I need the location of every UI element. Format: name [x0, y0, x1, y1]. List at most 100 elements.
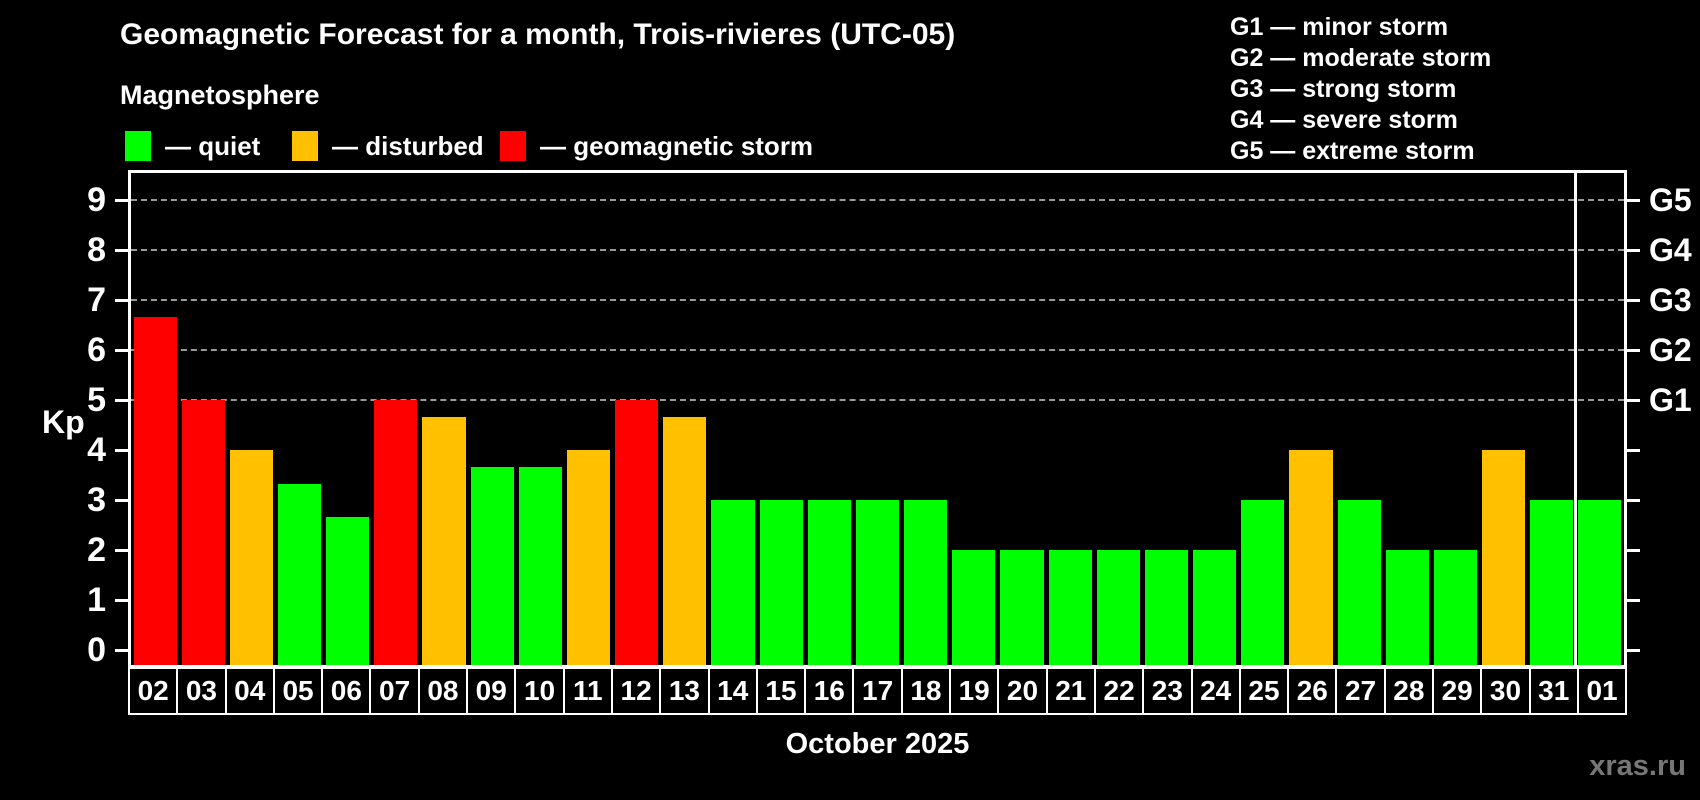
watermark: xras.ru	[1589, 750, 1686, 782]
bar-day-23[interactable]	[1144, 550, 1189, 665]
gridline-kp5	[131, 399, 1624, 401]
bar-day-18[interactable]	[904, 500, 948, 665]
day-label-05: 05	[272, 667, 324, 715]
gridline-kp7	[131, 299, 1624, 301]
g1-legend-line: G1 — minor storm	[1230, 13, 1449, 41]
bar-day-07[interactable]	[374, 400, 418, 665]
bar-day-03[interactable]	[181, 400, 225, 665]
legend-item-quiet: — quiet	[125, 130, 260, 162]
bar-day-09[interactable]	[470, 466, 514, 665]
legend-label-storm: — geomagnetic storm	[540, 130, 814, 161]
plot-frame	[128, 170, 1627, 668]
day-label-08: 08	[417, 667, 469, 715]
legend-label-disturbed: — disturbed	[332, 130, 484, 161]
right-axis-label-g5: G5	[1649, 182, 1692, 218]
y-axis-tick-left-3	[115, 499, 128, 502]
bar-day-01[interactable]	[1578, 500, 1622, 665]
y-axis-tick-left-0	[115, 649, 128, 652]
month-separator-line	[1574, 173, 1578, 665]
bar-day-10[interactable]	[518, 466, 562, 665]
y-axis-tick-left-1	[115, 599, 128, 602]
day-label-07: 07	[369, 667, 420, 715]
bar-day-08[interactable]	[422, 416, 466, 665]
bar-day-31[interactable]	[1530, 500, 1574, 665]
plot-area	[131, 173, 1624, 665]
day-label-24: 24	[1190, 667, 1241, 715]
day-label-12: 12	[610, 667, 662, 715]
day-label-26: 26	[1287, 667, 1338, 715]
y-axis-tick-right-6	[1627, 349, 1640, 352]
y-axis-tick-left-6	[115, 349, 128, 352]
bar-day-17[interactable]	[855, 500, 900, 665]
y-axis-label-0: 0	[87, 631, 106, 669]
y-axis-label-8: 8	[87, 231, 106, 269]
legend-item-disturbed: — disturbed	[292, 130, 484, 162]
bar-day-15[interactable]	[759, 500, 803, 665]
bar-day-16[interactable]	[807, 500, 851, 665]
g2-legend-line: G2 — moderate storm	[1230, 44, 1492, 72]
chart-title: Geomagnetic Forecast for a month, Trois-…	[120, 18, 956, 51]
bar-day-02[interactable]	[133, 316, 177, 665]
right-axis-label-g4: G4	[1649, 232, 1692, 268]
day-label-10: 10	[514, 667, 565, 715]
day-label-20: 20	[997, 667, 1048, 715]
day-label-13: 13	[659, 667, 710, 715]
day-label-22: 22	[1093, 667, 1145, 715]
y-axis-title: Kp	[42, 404, 85, 440]
bar-day-25[interactable]	[1241, 500, 1285, 665]
disturbed-color-swatch	[292, 131, 318, 161]
bar-day-19[interactable]	[952, 550, 996, 665]
y-axis-tick-right-2	[1627, 549, 1640, 552]
day-label-21: 21	[1045, 667, 1096, 715]
bar-day-14[interactable]	[711, 500, 755, 665]
day-label-18: 18	[900, 667, 952, 715]
bar-day-21[interactable]	[1048, 550, 1092, 665]
day-label-19: 19	[949, 667, 1000, 715]
y-axis-label-2: 2	[87, 531, 106, 569]
bar-day-24[interactable]	[1193, 550, 1237, 665]
y-axis-label-7: 7	[87, 281, 106, 319]
y-axis-label-9: 9	[87, 181, 106, 219]
bar-day-26[interactable]	[1289, 450, 1333, 665]
gridline-kp9	[131, 199, 1624, 201]
y-axis-tick-left-5	[115, 399, 128, 402]
legend-label-quiet: — quiet	[165, 130, 261, 161]
bar-day-27[interactable]	[1337, 500, 1381, 665]
y-axis-tick-right-9	[1627, 199, 1640, 202]
x-axis-day-labels: 02 03 04 05 06 07 08 09 10 11 12 13 14 15 16 17 18 19 20 21…	[128, 667, 1628, 715]
bar-day-12[interactable]	[615, 400, 659, 665]
y-axis-tick-left-9	[115, 199, 128, 202]
bar-day-29[interactable]	[1433, 550, 1477, 665]
bar-day-04[interactable]	[229, 450, 273, 665]
day-label-04: 04	[224, 667, 275, 715]
legend-item-storm: — geomagnetic storm	[500, 130, 813, 162]
y-axis-tick-left-4	[115, 449, 128, 452]
bar-day-11[interactable]	[566, 450, 611, 665]
day-label-23: 23	[1142, 667, 1193, 715]
y-axis-tick-left-2	[115, 549, 128, 552]
bar-day-06[interactable]	[326, 516, 370, 665]
y-axis-tick-right-8	[1627, 249, 1640, 252]
bar-day-20[interactable]	[1000, 550, 1044, 665]
bar-day-05[interactable]	[277, 483, 322, 665]
right-axis-label-g3: G3	[1649, 282, 1692, 318]
storm-color-swatch	[500, 131, 526, 161]
quiet-color-swatch	[125, 131, 151, 161]
bar-day-13[interactable]	[663, 416, 707, 665]
day-label-06: 06	[321, 667, 372, 715]
right-axis-label-g2: G2	[1649, 332, 1692, 368]
bar-day-22[interactable]	[1096, 550, 1140, 665]
day-label-01: 01	[1576, 667, 1628, 715]
y-axis-tick-right-5	[1627, 399, 1640, 402]
gridline-kp6	[131, 349, 1624, 351]
day-label-27: 27	[1335, 667, 1386, 715]
day-label-11: 11	[562, 667, 613, 715]
bar-day-30[interactable]	[1482, 450, 1526, 665]
y-axis-tick-right-1	[1627, 599, 1640, 602]
x-axis-title: October 2025	[785, 728, 970, 760]
g4-legend-line: G4 — severe storm	[1230, 106, 1458, 134]
bar-day-28[interactable]	[1385, 550, 1429, 665]
g-scale-legend: G1 — minor storm G2 — moderate storm G3 …	[1230, 12, 1491, 167]
day-label-17: 17	[852, 667, 903, 715]
